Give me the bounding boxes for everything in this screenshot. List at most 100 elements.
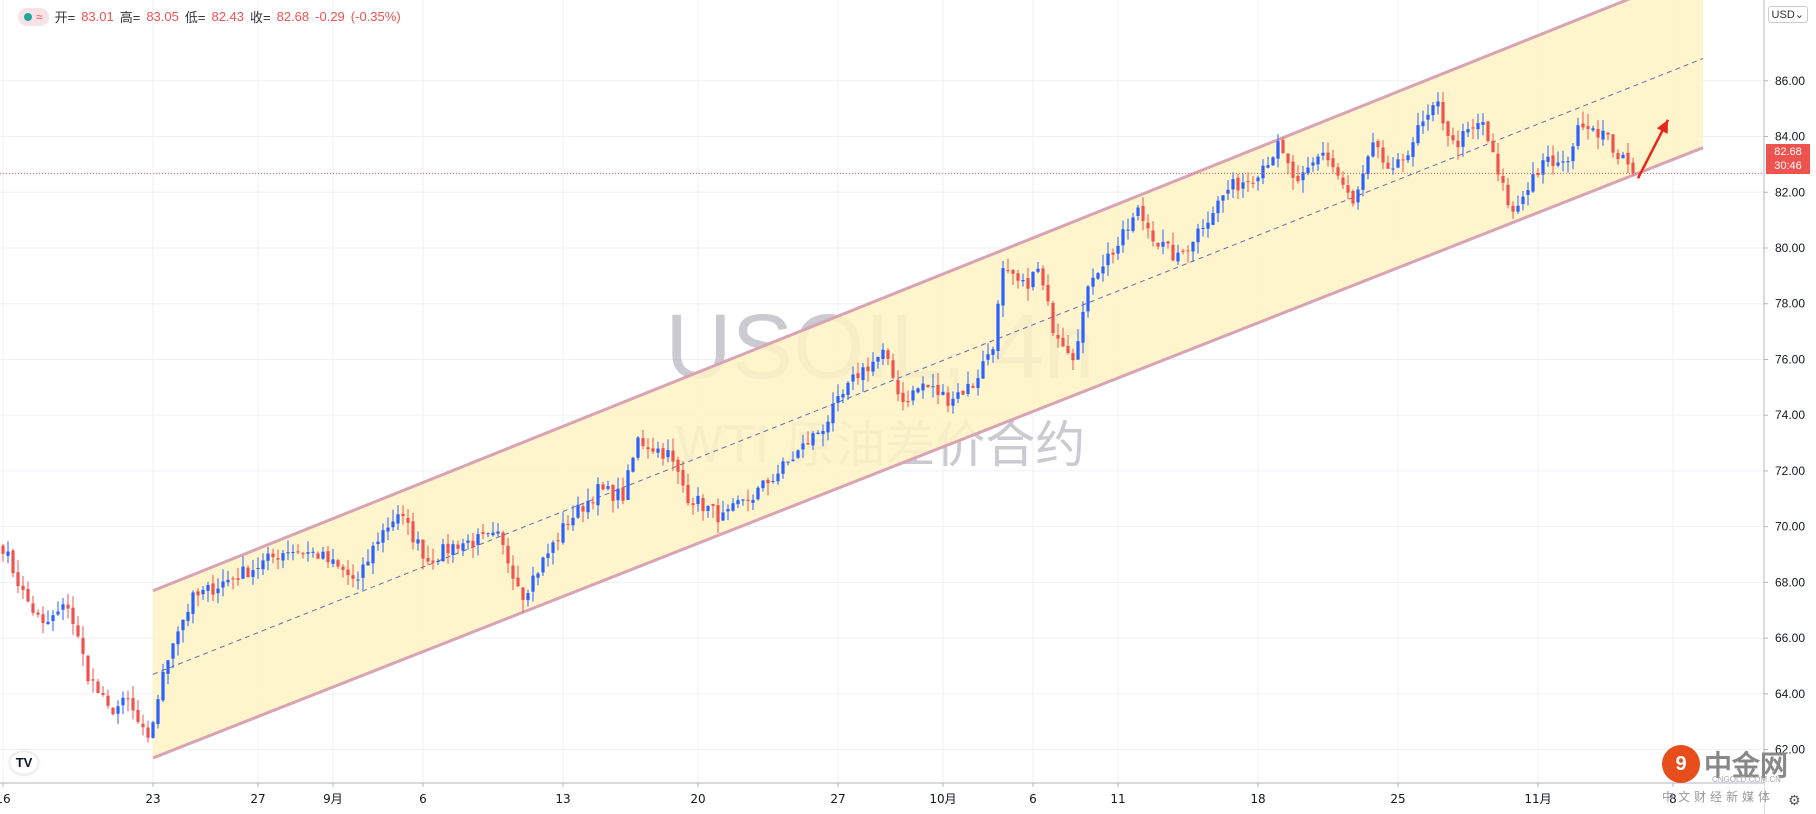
candle-body: [1051, 302, 1055, 334]
candle: [926, 384, 930, 388]
candle-body: [716, 505, 720, 523]
candle: [736, 495, 740, 509]
candle: [166, 660, 170, 685]
candle-body: [521, 587, 525, 601]
candle-body: [1221, 195, 1225, 201]
candle-body: [1276, 141, 1280, 159]
candle-body: [201, 590, 205, 595]
candle: [1056, 323, 1060, 348]
candle: [391, 509, 395, 532]
candle-body: [1361, 173, 1365, 190]
candle: [216, 578, 220, 604]
candle-body: [886, 350, 890, 359]
candle-body: [51, 615, 55, 622]
tradingview-logo-icon[interactable]: TV: [10, 752, 38, 774]
status-pill[interactable]: ≈: [18, 7, 49, 26]
candle: [561, 512, 565, 545]
regression-channel[interactable]: [152, 0, 1704, 760]
candle: [1491, 133, 1495, 153]
candle-body: [151, 722, 155, 738]
candle: [1031, 271, 1035, 291]
candle: [761, 480, 765, 492]
candle: [301, 551, 305, 559]
wave-icon: ≈: [36, 9, 43, 24]
candle-body: [291, 551, 295, 554]
candle: [1171, 232, 1175, 262]
candle: [1371, 132, 1375, 158]
candle-body: [146, 727, 150, 738]
candle-body: [1616, 153, 1620, 160]
candle-body: [966, 383, 970, 394]
candle: [1061, 327, 1065, 348]
candle: [1046, 274, 1050, 306]
candle-body: [11, 550, 15, 574]
time-tick-label: 11: [1110, 792, 1125, 806]
candle: [1496, 142, 1500, 182]
candle: [1421, 110, 1425, 134]
candle-body: [596, 484, 600, 506]
candle: [16, 560, 20, 593]
candle: [531, 566, 535, 602]
price-tick-label: 74.00: [1775, 408, 1805, 422]
candle-body: [1476, 123, 1480, 130]
candle-body: [711, 504, 715, 506]
candle: [621, 477, 625, 505]
candle-body: [1541, 160, 1545, 175]
candle: [501, 530, 505, 555]
candle-body: [466, 540, 470, 543]
candle: [396, 505, 400, 531]
candle: [1616, 149, 1620, 165]
candle: [596, 477, 600, 516]
candle-body: [1391, 168, 1395, 170]
candle-body: [411, 521, 415, 543]
candle: [261, 553, 265, 576]
candle-body: [1416, 125, 1420, 144]
trend-arrow[interactable]: [1636, 119, 1670, 179]
candle: [836, 384, 840, 412]
candle: [1326, 142, 1330, 167]
candle: [661, 443, 665, 466]
candle-body: [786, 461, 790, 463]
candle-body: [1366, 156, 1370, 175]
candle: [201, 586, 205, 600]
candle-body: [806, 443, 810, 445]
candle: [1051, 300, 1055, 337]
time-tick-label: 16: [0, 792, 11, 806]
candle: [481, 523, 485, 540]
candle-body: [611, 484, 615, 502]
candle: [316, 551, 320, 560]
candle: [41, 606, 45, 634]
price-axis[interactable]: 62.00 64.00 66.00 68.00 70.00 72.00 74.00 76.00…: [1763, 0, 1816, 814]
candle-body: [1321, 152, 1325, 156]
candle: [496, 523, 500, 537]
candle: [516, 565, 520, 588]
candle-body: [326, 551, 330, 563]
candle: [1501, 168, 1505, 191]
candle-body: [1191, 241, 1195, 252]
candle-body: [821, 430, 825, 435]
candle-body: [391, 521, 395, 528]
candle-body: [671, 450, 675, 462]
currency-selector[interactable]: USD⌄: [1767, 6, 1808, 23]
candle-body: [921, 383, 925, 391]
candle: [1141, 197, 1145, 231]
time-axis[interactable]: 16 23 27 9月 6 13 20 27 10月 6 11 18 25 11月 8: [0, 782, 1764, 814]
candle: [256, 557, 260, 579]
candle-body: [771, 480, 775, 482]
candle-body: [1396, 159, 1400, 168]
candle: [351, 564, 355, 588]
gear-icon[interactable]: ⚙: [1788, 792, 1801, 808]
candle-body: [131, 698, 135, 711]
candle: [766, 477, 770, 496]
candle: [306, 541, 310, 562]
candle: [466, 534, 470, 550]
candle: [841, 389, 845, 404]
candle: [1276, 134, 1280, 168]
candle: [401, 505, 405, 525]
candle-body: [456, 544, 460, 549]
candle: [381, 523, 385, 553]
candle-body: [1036, 268, 1040, 272]
candle: [911, 385, 915, 406]
candle: [856, 362, 860, 385]
